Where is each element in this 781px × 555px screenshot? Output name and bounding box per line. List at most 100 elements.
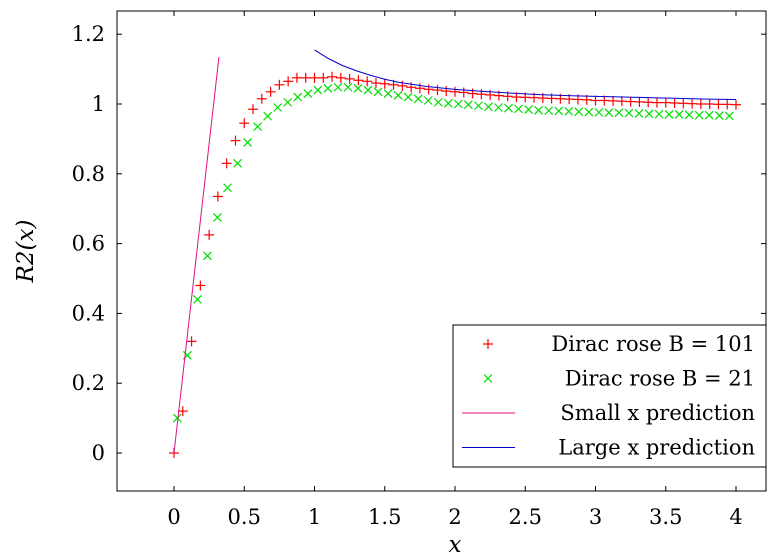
cross-b [383,89,393,98]
x-tick-label: 0.5 [228,505,261,529]
cross-b [263,111,273,121]
data-point-cross [172,413,182,423]
cross-b [594,107,604,117]
y-tick-label: 1 [92,92,105,116]
data-point-cross [654,109,664,119]
data-point-cross [634,108,644,118]
cross-b [724,111,734,121]
y-tick-label: 0.8 [72,162,105,186]
cross-b [172,413,182,423]
data-point-cross [253,122,263,132]
legend-entry-label: Small x prediction [560,401,755,425]
data-point-cross [644,109,654,119]
cross-b [453,99,463,109]
data-point-plus [450,86,460,97]
data-point-cross [293,92,303,102]
legend-swatch-cross [483,374,493,383]
data-point-plus [195,280,206,291]
x-tick-label: 3.5 [649,505,682,529]
data-point-plus [616,96,627,107]
data-point-plus [695,99,706,109]
data-point-plus [441,86,452,97]
cross-b [353,83,363,93]
data-point-cross [423,96,433,105]
cross-b [463,100,473,110]
data-point-cross [704,110,714,120]
cross-b [514,104,523,114]
cross-b [283,97,293,107]
legend-entry-label: Dirac rose B = 101 [551,332,755,356]
axes: 0 0.5 1 1.5 2 2.5 3 3.5 4 0 0.2 0.4 0.6 0.8 1 1.2 x R2(x) [13,10,767,555]
cross-b [363,85,373,95]
cross-b [483,374,493,383]
cross-b [584,107,594,117]
cross-b [243,137,253,147]
cross-b [223,183,232,193]
axes-frame [116,10,767,492]
data-point-plus [239,118,250,129]
data-point-cross [203,251,212,261]
data-point-cross [544,106,554,116]
cross-b [233,158,242,168]
data-point-cross [263,111,273,121]
cross-b [494,103,503,112]
data-point-plus [327,71,338,82]
x-tick-label: 0 [167,505,180,529]
data-point-cross [714,111,724,120]
data-point-cross [514,104,523,114]
data-point-plus [186,336,197,347]
cross-b [554,106,564,116]
cross-b [303,89,313,98]
data-point-cross [383,89,393,98]
data-point-cross [373,87,383,97]
data-point-plus [731,99,741,110]
data-point-plus [265,86,276,97]
data-point-cross [323,83,333,93]
data-point-cross [223,183,232,193]
data-point-cross [233,158,242,168]
data-point-cross [604,108,614,118]
data-point-cross [303,89,313,98]
cross-b [323,83,333,93]
data-point-cross [363,85,373,95]
y-axis-label: R2(x) [13,220,39,284]
legend: Dirac rose B = 101 Dirac rose B = 21 Small… [452,324,767,468]
data-point-cross [624,108,634,118]
data-point-cross [554,106,564,116]
data-point-plus [204,229,215,240]
cross-b [413,94,423,104]
y-tick-label: 0 [92,441,105,465]
legend-box [452,324,767,468]
cross-b [674,110,684,119]
data-point-plus [370,78,381,89]
cross-b [714,111,724,120]
data-point-plus [608,95,619,106]
cross-b [273,103,283,112]
data-point-plus [379,78,390,89]
data-point-cross [313,85,323,95]
data-point-cross [463,100,473,110]
data-point-plus [660,97,671,108]
cross-b [433,97,443,107]
y-tick-label: 0.6 [72,232,105,256]
data-point-plus [177,406,188,417]
data-point-plus [423,84,434,95]
data-point-cross [574,107,584,117]
cross-b [403,92,413,102]
data-point-cross [192,295,202,304]
data-point-cross [403,92,413,102]
data-point-cross [494,103,503,112]
data-point-cross [433,97,443,107]
data-point-plus [704,99,715,109]
cross-b [604,108,614,118]
data-point-plus [274,79,285,90]
data-point-cross [273,103,283,112]
y-tick-label: 0.4 [72,301,105,325]
data-point-plus [599,95,610,106]
data-point-plus [309,72,320,83]
data-point-cross [674,110,684,119]
data-point-cross [694,110,704,120]
data-point-plus [248,104,259,115]
data-point-plus [414,83,425,94]
